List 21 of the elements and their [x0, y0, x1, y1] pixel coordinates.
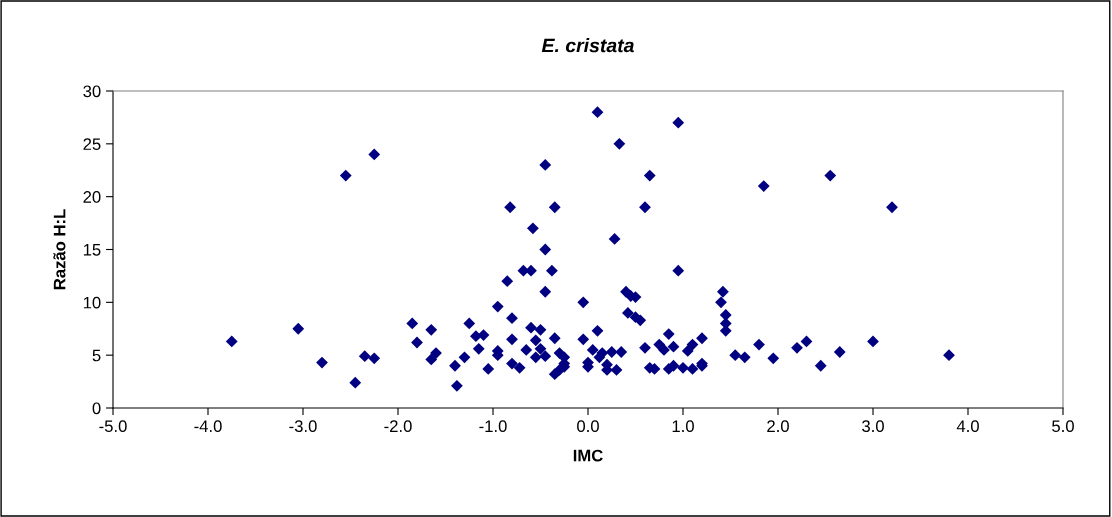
- y-tick-label: 0: [92, 402, 101, 415]
- x-tick-label: -2.0: [384, 420, 412, 433]
- y-tick-label: 20: [83, 191, 101, 203]
- x-tick-label: 0.0: [577, 420, 599, 433]
- y-tick-label: 30: [83, 85, 101, 98]
- x-tick-label: 3.0: [862, 420, 884, 433]
- y-tick-label: 15: [83, 244, 101, 256]
- y-tick-label: 5: [92, 349, 101, 362]
- x-tick-label: -5.0: [99, 420, 127, 433]
- y-axis-title: Razão H:L: [53, 209, 66, 290]
- x-tick-label: 5.0: [1052, 420, 1074, 433]
- x-tick-label: -1.0: [479, 420, 507, 433]
- x-tick-label: -4.0: [194, 420, 222, 433]
- y-tick-label: 25: [83, 138, 101, 151]
- y-tick-label: 10: [83, 296, 101, 309]
- x-tick-label: 4.0: [956, 420, 979, 433]
- x-tick-label: 2.0: [767, 420, 789, 433]
- x-tick-label: 1.0: [672, 420, 694, 433]
- x-axis-title: IMC: [573, 449, 603, 462]
- x-tick-label: -3.0: [289, 420, 317, 433]
- chart-title: E. cristata: [541, 38, 634, 53]
